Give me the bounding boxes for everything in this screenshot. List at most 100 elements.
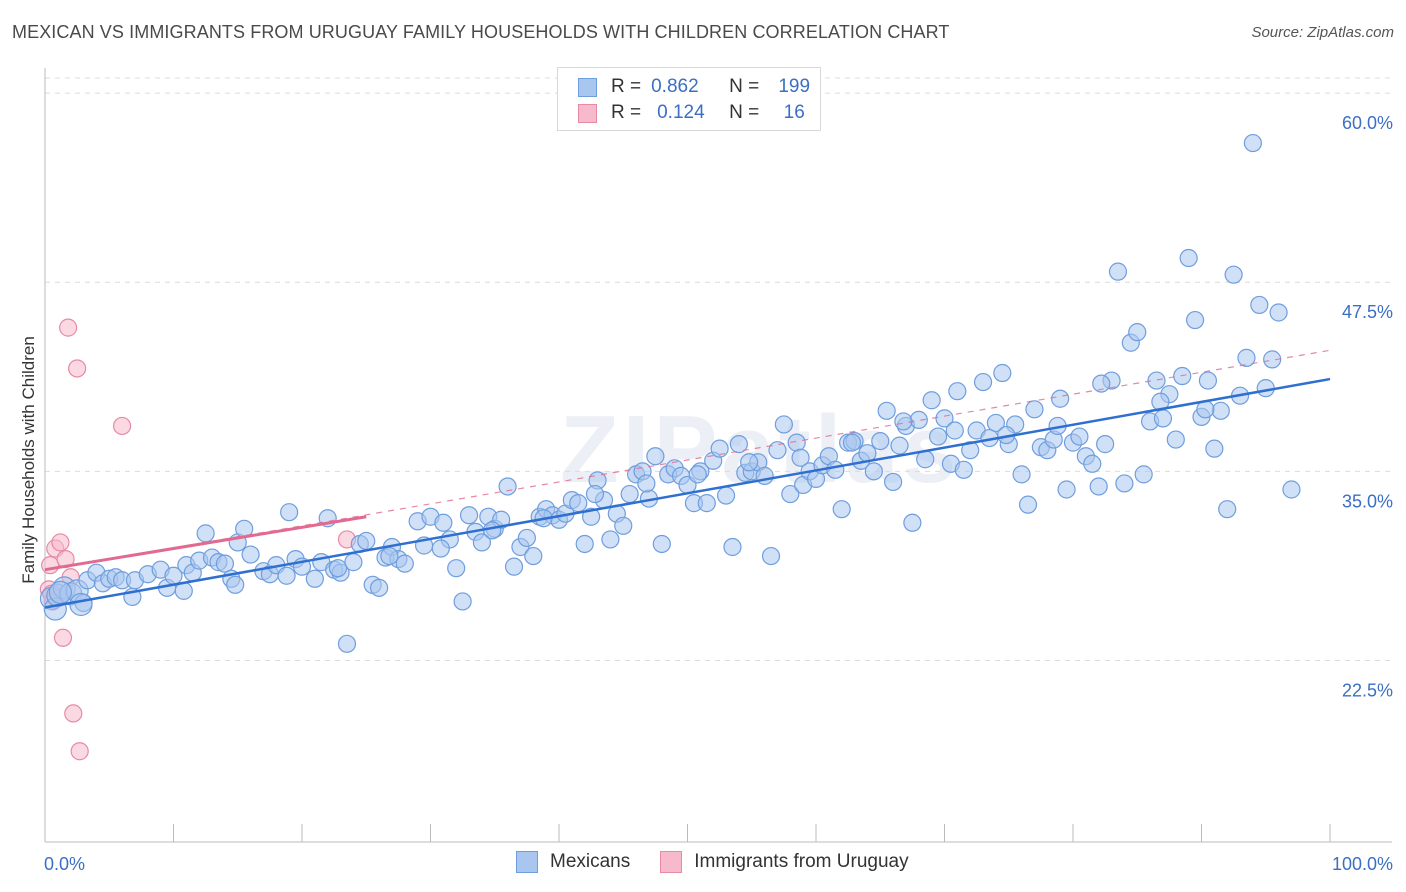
mexican-point bbox=[723, 537, 742, 557]
mexican-point bbox=[710, 439, 729, 458]
stats-legend-row-mexicans: R = 0.862 N = 199 bbox=[578, 75, 819, 99]
mexican-point bbox=[447, 559, 466, 578]
mexican-point bbox=[945, 421, 964, 440]
mexican-point bbox=[370, 578, 389, 597]
n-label: N = bbox=[729, 102, 760, 123]
mexicans-legend-swatch bbox=[516, 851, 538, 873]
mexican-point bbox=[1108, 262, 1128, 281]
mexican-point bbox=[894, 412, 913, 431]
series-legend: Mexicans Immigrants from Uruguay bbox=[516, 851, 939, 873]
x-tick-label: 0.0% bbox=[44, 854, 85, 874]
legend-item-uruguay[interactable]: Immigrants from Uruguay bbox=[660, 851, 909, 873]
mexican-point bbox=[620, 484, 639, 504]
mexican-point bbox=[973, 372, 993, 392]
mexican-point bbox=[1211, 401, 1230, 420]
mexican-point bbox=[328, 559, 348, 578]
legend-label-mexicans: Mexicans bbox=[550, 851, 631, 872]
mexican-point bbox=[903, 513, 922, 532]
uruguay-trend-line bbox=[44, 515, 367, 572]
mexican-point bbox=[1237, 348, 1256, 367]
uruguay-point bbox=[53, 628, 73, 647]
mexican-point bbox=[1025, 400, 1044, 419]
mexican-point bbox=[226, 575, 245, 594]
mexican-point bbox=[890, 436, 909, 455]
chart-title: MEXICAN VS IMMIGRANTS FROM URUGUAY FAMIL… bbox=[12, 22, 950, 42]
mexican-point bbox=[1070, 427, 1089, 446]
mexican-point bbox=[791, 448, 810, 467]
r-label: R = bbox=[611, 76, 642, 97]
mexican-point bbox=[1218, 500, 1237, 519]
uruguay-swatch bbox=[578, 103, 597, 123]
mexican-point bbox=[196, 524, 215, 543]
mexican-point bbox=[1057, 480, 1076, 499]
mexican-point bbox=[761, 546, 781, 566]
r-value: 0.124 bbox=[657, 102, 705, 123]
mexican-point bbox=[1134, 465, 1153, 484]
n-value: 16 bbox=[783, 102, 805, 123]
mexican-point bbox=[697, 494, 716, 513]
mexican-point bbox=[1198, 371, 1218, 390]
mexican-point bbox=[344, 553, 363, 572]
mexican-point bbox=[986, 413, 1006, 433]
mexican-point bbox=[215, 554, 234, 573]
mexican-point bbox=[524, 546, 543, 566]
mexican-point bbox=[614, 516, 633, 535]
mexican-point bbox=[1115, 474, 1134, 493]
n-value: 199 bbox=[778, 76, 811, 97]
mexican-point bbox=[637, 474, 656, 493]
mexican-point bbox=[48, 580, 73, 604]
mexican-point bbox=[652, 534, 671, 554]
uruguay-point bbox=[51, 533, 70, 552]
mexican-point bbox=[472, 533, 491, 552]
mexican-point bbox=[768, 441, 787, 460]
y-axis-title: Family Households with Children bbox=[19, 336, 38, 584]
mexican-point bbox=[646, 447, 665, 466]
mexican-point bbox=[948, 382, 967, 401]
mexican-point bbox=[781, 484, 800, 504]
y-tick-label: 47.5% bbox=[1342, 302, 1393, 322]
mexican-point bbox=[585, 484, 605, 504]
mexican-point bbox=[1256, 379, 1275, 398]
stats-legend-row-uruguay: R = 0.124 N = 16 bbox=[578, 101, 819, 125]
y-tick-label: 60.0% bbox=[1342, 113, 1393, 133]
mexican-point bbox=[842, 433, 862, 452]
mexican-point bbox=[483, 521, 502, 540]
mexicans-swatch bbox=[578, 77, 597, 97]
uruguay-point bbox=[64, 704, 83, 723]
mexican-point bbox=[1012, 465, 1031, 484]
y-tick-label: 22.5% bbox=[1342, 680, 1393, 700]
uruguay-point bbox=[68, 359, 87, 378]
mexican-point bbox=[871, 431, 890, 451]
mexican-point bbox=[69, 592, 93, 617]
mexican-point bbox=[1205, 439, 1224, 458]
uruguay-points bbox=[39, 318, 357, 761]
mexican-point bbox=[1224, 265, 1243, 284]
mexican-point bbox=[1243, 133, 1263, 153]
mexican-point bbox=[1083, 454, 1102, 473]
mexican-point bbox=[498, 477, 517, 496]
n-label: N = bbox=[729, 76, 760, 97]
mexican-point bbox=[1018, 495, 1038, 514]
mexican-point bbox=[1282, 480, 1301, 499]
mexican-point bbox=[883, 472, 903, 492]
legend-item-mexicans[interactable]: Mexicans bbox=[516, 851, 630, 873]
uruguay-point bbox=[59, 318, 78, 337]
uruguay-point bbox=[112, 416, 132, 436]
mexican-point bbox=[569, 494, 588, 513]
mexican-point bbox=[774, 415, 793, 434]
mexican-point bbox=[1051, 389, 1070, 408]
mexican-point bbox=[601, 530, 620, 549]
mexican-point bbox=[1185, 310, 1205, 330]
mexican-point bbox=[729, 435, 749, 454]
mexican-point bbox=[1096, 435, 1115, 454]
mexican-point bbox=[1166, 430, 1185, 449]
mexican-trend-line bbox=[44, 377, 1331, 609]
mexican-point bbox=[935, 409, 954, 428]
source-label: Source: ZipAtlas.com bbox=[1251, 24, 1394, 41]
mexican-point bbox=[740, 453, 759, 472]
mexican-point bbox=[504, 557, 524, 576]
trend-layer bbox=[44, 349, 1331, 609]
mexican-point bbox=[1179, 248, 1198, 268]
r-value: 0.862 bbox=[651, 76, 699, 97]
